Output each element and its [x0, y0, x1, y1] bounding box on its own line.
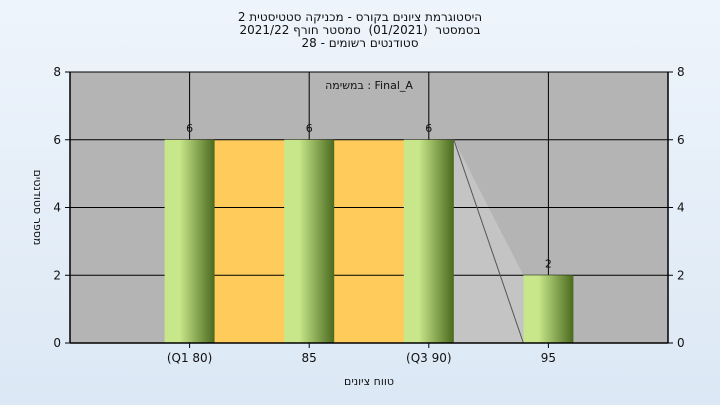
- y-tick-label-right: 8: [677, 65, 685, 79]
- bar: [284, 139, 335, 343]
- y-tick-label-left: 4: [53, 201, 61, 215]
- y-tick-label-left: 0: [53, 336, 61, 350]
- data-label: 6: [186, 122, 193, 135]
- y-tick-label-left: 6: [53, 133, 61, 147]
- y-tick-label-right: 2: [677, 268, 685, 282]
- x-tick-label: (Q3 90): [406, 351, 452, 365]
- bar: [523, 275, 574, 343]
- data-label: 2: [545, 257, 552, 270]
- legend-label: Final_A : במשימה: [325, 79, 413, 92]
- title-line-3: סטודנטים רשומים - 28: [301, 36, 419, 50]
- title-line-2: בסמסטר (01/2021) סמסטר חורף 2021/22: [239, 23, 481, 37]
- x-axis-title: טווח ציונים: [344, 375, 394, 388]
- x-tick-label: 95: [541, 351, 556, 365]
- y-tick-label-right: 0: [677, 336, 685, 350]
- y-tick-label-left: 8: [53, 65, 61, 79]
- bar: [403, 139, 454, 343]
- y-tick-label-right: 4: [677, 201, 685, 215]
- chart-title: היסטוגרמת ציונים בקורס - מכניקה סטטיסטית…: [0, 11, 720, 50]
- bar: [164, 139, 215, 343]
- y-tick-label-left: 2: [53, 268, 61, 282]
- y-tick-label-right: 6: [677, 133, 685, 147]
- title-line-1: היסטוגרמת ציונים בקורס - מכניקה סטטיסטית…: [237, 10, 483, 24]
- y-axis-title: מספר סטודנטים: [31, 170, 44, 246]
- x-tick-label: (Q1 80): [167, 351, 213, 365]
- connector-line: [453, 139, 524, 344]
- data-label: 6: [306, 122, 313, 135]
- data-label: 6: [425, 122, 432, 135]
- x-tick-label: 85: [302, 351, 317, 365]
